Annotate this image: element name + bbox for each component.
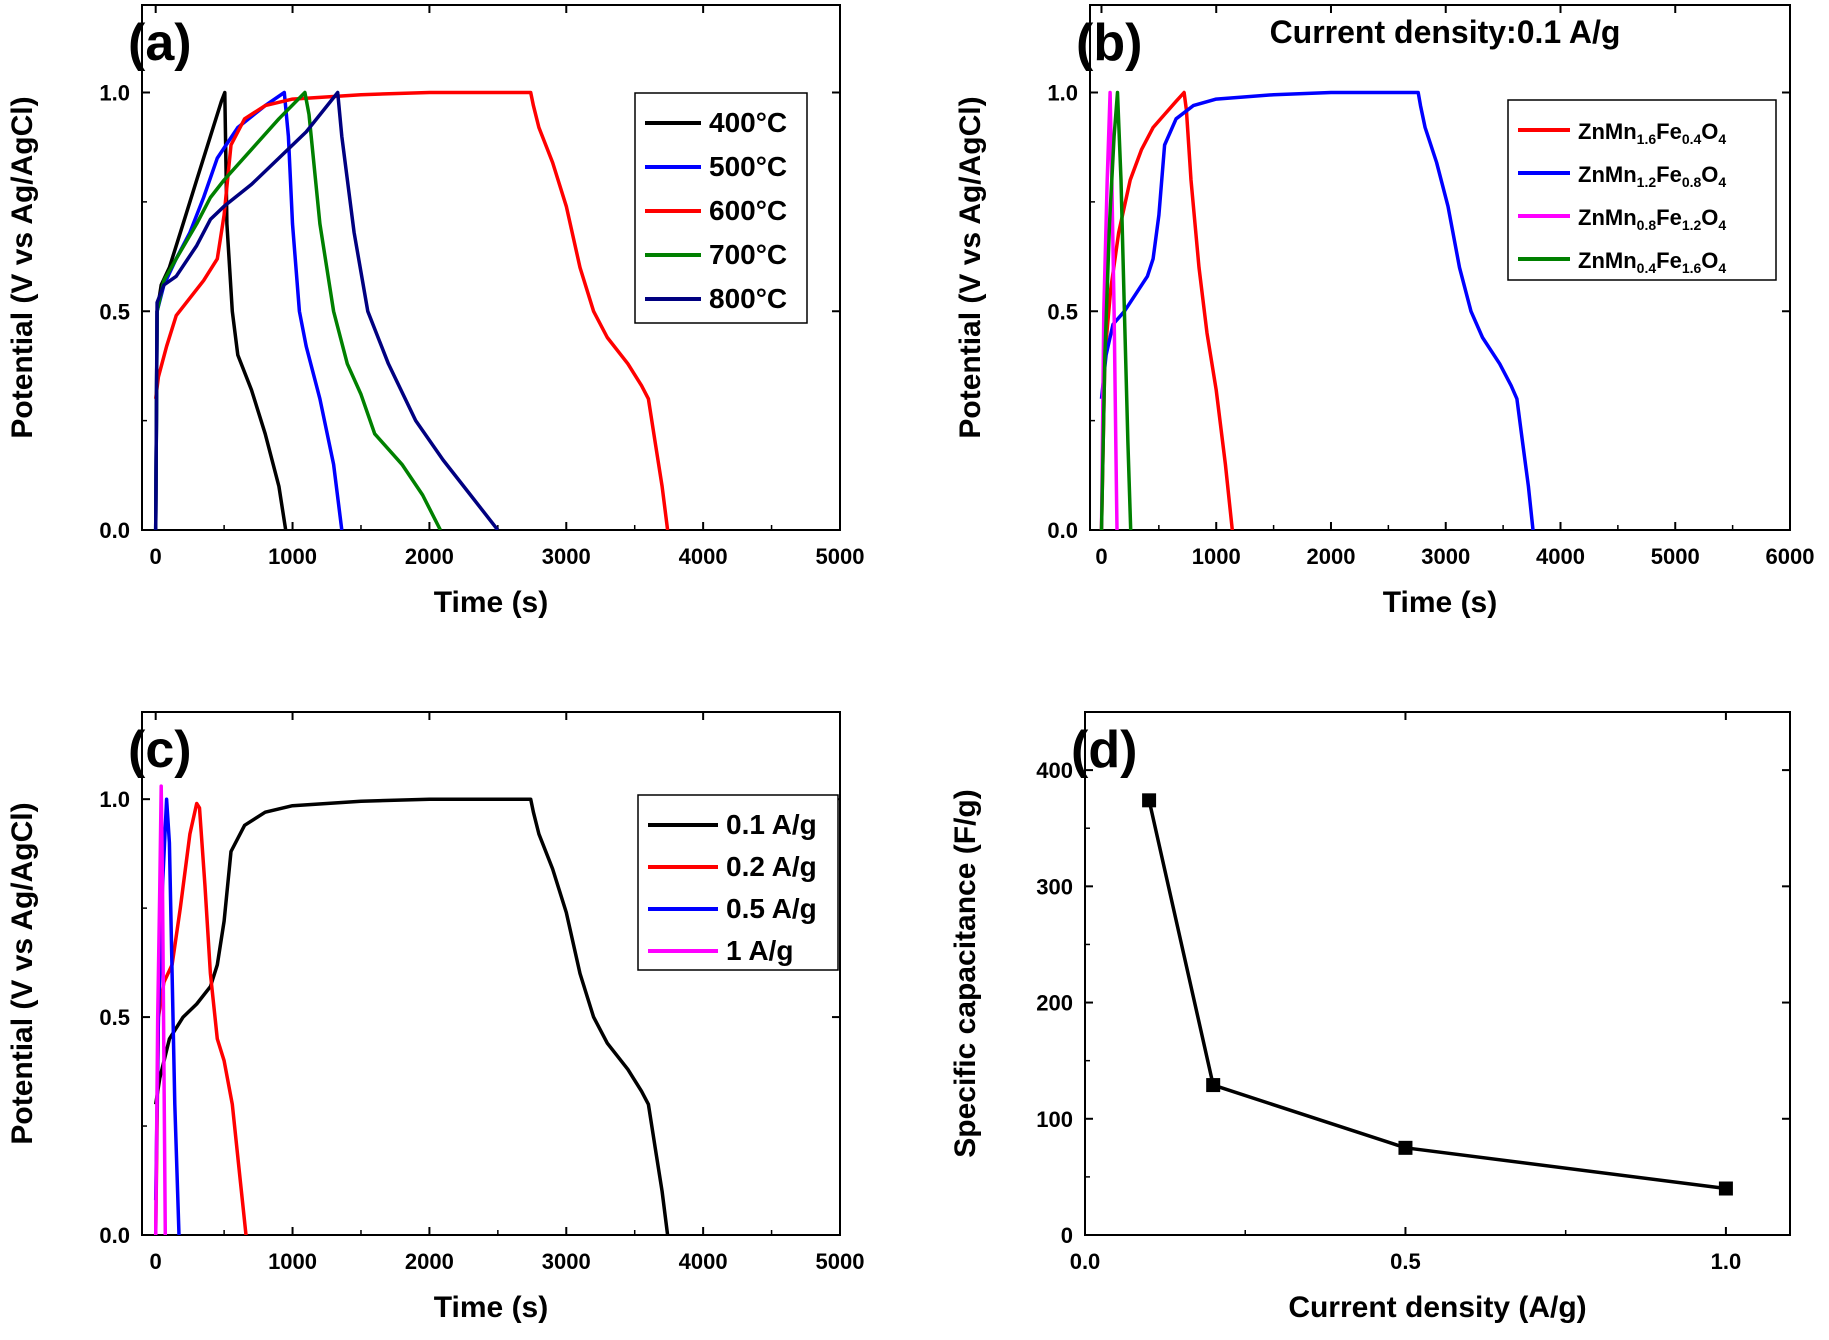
x-tick-label: 0 — [1095, 544, 1107, 569]
y-axis-label: Potential (V vs Ag/AgCl) — [6, 802, 39, 1144]
x-tick-label: 1000 — [1192, 544, 1241, 569]
x-axis-label: Time (s) — [1383, 586, 1497, 619]
x-tick-label: 1.0 — [1711, 1249, 1742, 1274]
y-tick-label: 100 — [1036, 1107, 1073, 1132]
series-line-1 — [153, 797, 670, 1235]
panel-label: (a) — [128, 14, 192, 72]
y-tick-label: 300 — [1036, 874, 1073, 899]
plot-frame — [141, 711, 841, 1236]
x-tick-label: 6000 — [1766, 544, 1815, 569]
panel-label: (c) — [128, 721, 192, 779]
series-line-3 — [153, 90, 670, 530]
panel-label: (b) — [1076, 14, 1142, 72]
panel-c-chart: 0 1000 2000 3000 4000 5000 0.0 0.5 1.0 Time (s) Po… — [6, 711, 865, 1324]
series-line-4 — [153, 784, 168, 1235]
legend-entry: 800°C — [709, 283, 787, 314]
x-tick-label: 4000 — [679, 1249, 728, 1274]
panel-label: (d) — [1071, 721, 1137, 779]
y-tick-label: 0.5 — [99, 299, 130, 324]
series-line-1 — [1147, 799, 1727, 1191]
panel-b-chart: 0 1000 2000 3000 4000 5000 6000 0.0 0.5 1.0 Time (… — [954, 4, 1815, 619]
data-point-1 — [1142, 793, 1157, 808]
x-axis-label: Time (s) — [434, 1291, 548, 1324]
y-tick-label: 0 — [1061, 1223, 1073, 1248]
series-line-4 — [1099, 90, 1133, 530]
legend-entry: 1 A/g — [726, 935, 793, 966]
x-tick-label: 2000 — [405, 544, 454, 569]
legend-entry: 500°C — [709, 151, 787, 182]
legend-entry: 0.2 A/g — [726, 851, 817, 882]
series-line-2 — [153, 801, 248, 1235]
data-point-3 — [1398, 1140, 1413, 1155]
x-tick-label: 0.0 — [1070, 1249, 1101, 1274]
x-tick-label: 5000 — [1651, 544, 1700, 569]
x-tick-label: 1000 — [268, 1249, 317, 1274]
panel-d-chart: 0.0 0.5 1.0 0 100 200 300 400 Current density (A… — [949, 711, 1791, 1324]
y-tick-label: 1.0 — [99, 787, 130, 812]
legend-entry: ZnMn0.4Fe1.6O4 — [1578, 248, 1726, 276]
legend-entry: 400°C — [709, 107, 787, 138]
series-line-1 — [1099, 90, 1235, 530]
plot-frame — [1089, 4, 1791, 531]
x-tick-label: 0.5 — [1390, 1249, 1421, 1274]
x-axis-label: Time (s) — [434, 586, 548, 619]
legend-entry: 700°C — [709, 239, 787, 270]
legend-box — [1507, 99, 1777, 281]
legend-entry: 0.5 A/g — [726, 893, 817, 924]
y-axis-label: Specific capacitance (F/g) — [949, 789, 982, 1157]
y-tick-label: 1.0 — [99, 81, 130, 106]
x-tick-label: 3000 — [542, 1249, 591, 1274]
x-tick-label: 3000 — [1421, 544, 1470, 569]
plot-frame — [141, 4, 841, 531]
legend-entry: ZnMn1.6Fe0.4O4 — [1578, 119, 1726, 147]
series-line-4 — [153, 90, 442, 530]
legend-box — [634, 92, 808, 324]
y-tick-label: 0.0 — [1047, 518, 1078, 543]
x-tick-label: 2000 — [405, 1249, 454, 1274]
series-line-5 — [153, 90, 500, 530]
y-tick-label: 0.0 — [99, 518, 130, 543]
y-tick-label: 0.0 — [99, 1223, 130, 1248]
y-axis-label: Potential (V vs Ag/AgCl) — [6, 96, 39, 438]
current-density-note: Current density:0.1 A/g — [1270, 14, 1621, 50]
x-tick-label: 5000 — [816, 1249, 865, 1274]
legend-entry: 600°C — [709, 195, 787, 226]
x-tick-label: 5000 — [816, 544, 865, 569]
series-line-2 — [1099, 90, 1535, 530]
y-tick-label: 0.5 — [1047, 299, 1078, 324]
legend-entry: 0.1 A/g — [726, 809, 817, 840]
y-axis-label: Potential (V vs Ag/AgCl) — [954, 96, 987, 438]
y-tick-label: 0.5 — [99, 1005, 130, 1030]
x-tick-label: 0 — [150, 1249, 162, 1274]
x-tick-label: 0 — [150, 544, 162, 569]
plot-frame — [1084, 711, 1791, 1236]
x-tick-label: 4000 — [679, 544, 728, 569]
x-tick-label: 1000 — [268, 544, 317, 569]
x-tick-label: 4000 — [1536, 544, 1585, 569]
y-tick-label: 200 — [1036, 991, 1073, 1016]
data-point-4 — [1718, 1181, 1733, 1196]
y-tick-label: 400 — [1036, 758, 1073, 783]
series-line-3 — [1099, 90, 1119, 530]
x-tick-label: 2000 — [1307, 544, 1356, 569]
legend-entry: ZnMn0.8Fe1.2O4 — [1578, 205, 1726, 233]
legend-entry: ZnMn1.2Fe0.8O4 — [1578, 162, 1726, 190]
panel-a-chart: 0 1000 2000 3000 4000 5000 0.0 0.5 1.0 Time (s) Po… — [6, 4, 865, 619]
y-tick-label: 1.0 — [1047, 81, 1078, 106]
data-point-2 — [1206, 1078, 1221, 1093]
series-line-1 — [153, 90, 288, 530]
x-tick-label: 3000 — [542, 544, 591, 569]
x-axis-label: Current density (A/g) — [1288, 1291, 1586, 1324]
